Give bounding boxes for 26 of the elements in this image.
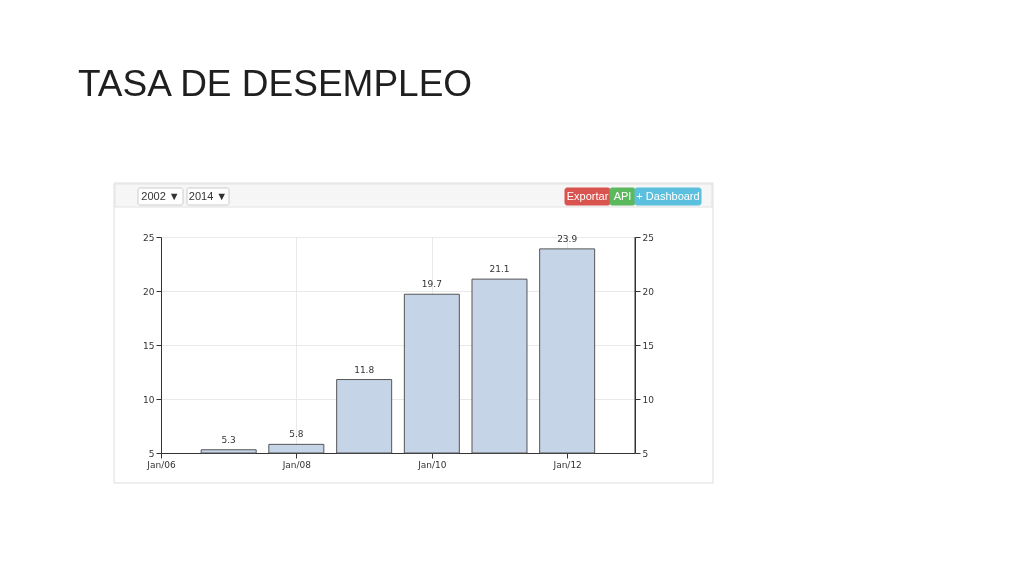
- data-label: 5.3: [221, 434, 236, 445]
- data-label: 21.1: [489, 264, 510, 275]
- x-tick-label: Jan/12: [552, 459, 582, 470]
- x-tick-label: Jan/10: [417, 459, 447, 470]
- text: + Dashboard: [636, 189, 700, 202]
- y2-tick-label: 20: [642, 286, 655, 297]
- y-tick-label: 10: [143, 394, 155, 405]
- y2-tick-label: 15: [642, 340, 654, 351]
- x-tick-label: Jan/08: [281, 459, 312, 470]
- data-label: 11.8: [354, 364, 375, 375]
- text: 2002 ▼: [141, 189, 180, 202]
- data-label: 5.8: [289, 429, 304, 440]
- text: 2014 ▼: [188, 189, 228, 202]
- y-tick-label: 25: [143, 232, 155, 243]
- y-tick-label: 5: [148, 448, 155, 459]
- y2-tick-label: 25: [642, 232, 654, 243]
- y-tick-label: 15: [143, 340, 155, 351]
- text: API: [613, 189, 632, 202]
- data-label: 23.9: [557, 233, 578, 244]
- chart-title: TASA DE DESEMPLEO: [78, 62, 473, 104]
- data-label: 19.7: [421, 279, 442, 290]
- y2-tick-label: 5: [642, 448, 649, 459]
- x-tick-label: Jan/06: [146, 459, 176, 470]
- y-tick-label: 20: [143, 286, 155, 297]
- text: Exportar: [566, 189, 609, 202]
- y2-tick-label: 10: [642, 394, 655, 405]
